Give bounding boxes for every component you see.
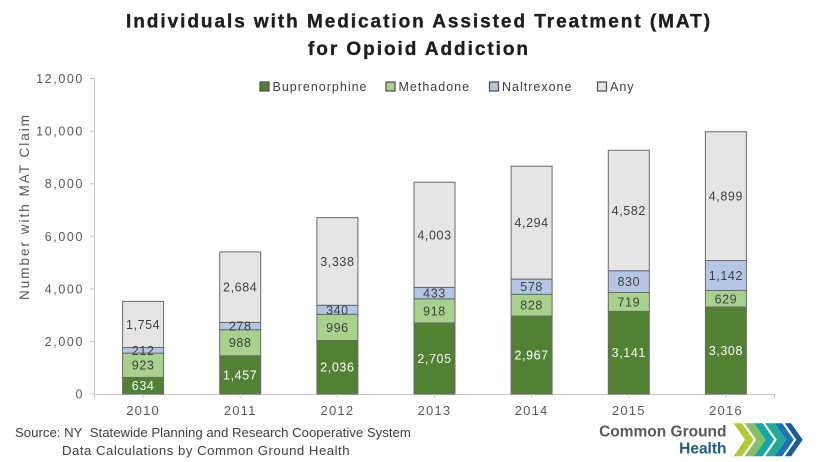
svg-text:433: 433 <box>423 287 446 301</box>
svg-text:Common Ground: Common Ground <box>599 423 726 440</box>
svg-text:2015: 2015 <box>612 403 646 418</box>
svg-text:2013: 2013 <box>418 403 452 418</box>
svg-text:12,000: 12,000 <box>36 72 84 86</box>
svg-text:578: 578 <box>520 280 543 294</box>
svg-text:0: 0 <box>75 388 84 402</box>
svg-text:Any: Any <box>610 80 635 94</box>
svg-text:278: 278 <box>229 320 252 334</box>
svg-text:3,338: 3,338 <box>320 255 354 269</box>
svg-text:4,899: 4,899 <box>709 190 743 204</box>
svg-text:Source: NY Statewide Planning: Source: NY Statewide Planning and Resear… <box>15 425 411 440</box>
svg-text:4,294: 4,294 <box>514 216 548 230</box>
svg-text:3,141: 3,141 <box>612 346 646 360</box>
svg-text:2,705: 2,705 <box>417 352 451 366</box>
svg-text:340: 340 <box>326 303 349 317</box>
svg-text:2,684: 2,684 <box>223 281 257 295</box>
svg-text:4,000: 4,000 <box>45 282 84 296</box>
svg-text:212: 212 <box>132 344 155 358</box>
svg-text:996: 996 <box>326 321 349 335</box>
svg-text:6,000: 6,000 <box>45 230 84 244</box>
svg-text:2012: 2012 <box>321 403 355 418</box>
svg-text:8,000: 8,000 <box>45 177 84 191</box>
svg-text:4,582: 4,582 <box>612 204 646 218</box>
svg-text:Number with MAT Claim: Number with MAT Claim <box>17 113 32 300</box>
svg-text:634: 634 <box>132 379 155 393</box>
svg-text:988: 988 <box>229 336 252 350</box>
svg-text:719: 719 <box>617 296 640 310</box>
svg-text:10,000: 10,000 <box>36 125 84 139</box>
svg-text:1,457: 1,457 <box>223 368 257 382</box>
svg-text:2016: 2016 <box>709 403 743 418</box>
svg-text:2010: 2010 <box>126 403 160 418</box>
svg-text:Methadone: Methadone <box>399 80 471 94</box>
svg-text:Individuals with Medication As: Individuals with Medication Assisted Tre… <box>126 12 712 33</box>
svg-text:4,003: 4,003 <box>417 228 451 242</box>
svg-text:Data Calculations by Common Gr: Data Calculations by Common Ground Healt… <box>62 443 350 458</box>
svg-text:2,000: 2,000 <box>45 335 84 349</box>
svg-text:828: 828 <box>520 299 543 313</box>
svg-text:3,308: 3,308 <box>709 344 743 358</box>
svg-text:629: 629 <box>715 292 738 306</box>
svg-text:Health: Health <box>679 441 726 458</box>
svg-text:1,142: 1,142 <box>709 269 743 283</box>
svg-text:918: 918 <box>423 304 446 318</box>
svg-text:2011: 2011 <box>224 403 257 418</box>
svg-text:Naltrexone: Naltrexone <box>502 80 572 94</box>
svg-text:830: 830 <box>617 275 640 289</box>
svg-text:2014: 2014 <box>515 403 549 418</box>
svg-text:for Opioid Addiction: for Opioid Addiction <box>308 39 530 60</box>
svg-text:1,754: 1,754 <box>126 318 160 332</box>
svg-text:2,967: 2,967 <box>514 349 548 363</box>
svg-text:2,036: 2,036 <box>320 361 354 375</box>
svg-text:923: 923 <box>132 359 155 373</box>
svg-text:Buprenorphine: Buprenorphine <box>273 80 368 94</box>
